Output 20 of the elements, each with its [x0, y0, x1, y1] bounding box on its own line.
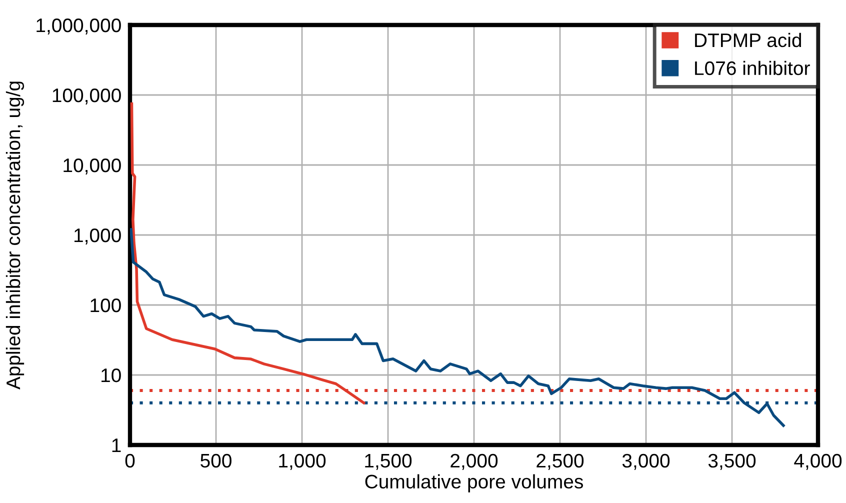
y-tick-label: 100	[90, 298, 121, 312]
x-tick-label: 3,500	[708, 454, 756, 470]
y-tick-label: 10,000	[64, 158, 121, 175]
x-tick-label: 3,000	[622, 454, 670, 470]
legend-label: DTPMP acid	[695, 32, 802, 48]
y-tick-label: 1,000	[74, 228, 121, 245]
x-tick-label: 4,000	[794, 454, 842, 470]
y-tick-label: 1	[112, 438, 121, 452]
y-tick-label: 100,000	[52, 88, 121, 105]
x-tick-label: 0	[125, 454, 135, 468]
x-tick-label: 1,500	[365, 454, 412, 470]
x-tick-label: 2,000	[450, 454, 498, 470]
y-axis-title: Applied inhibitor concentration, ug/g	[6, 82, 24, 390]
x-tick-label: 2,500	[536, 454, 584, 470]
x-tick-label: 1,000	[279, 454, 326, 470]
x-axis-title: Cumulative pore volumes	[365, 474, 583, 492]
x-tick-label: 500	[200, 454, 232, 468]
y-tick-label: 10	[102, 368, 121, 382]
y-tick-label: 1,000,000	[36, 18, 121, 35]
legend-label: L076 inhibitor	[695, 60, 810, 76]
